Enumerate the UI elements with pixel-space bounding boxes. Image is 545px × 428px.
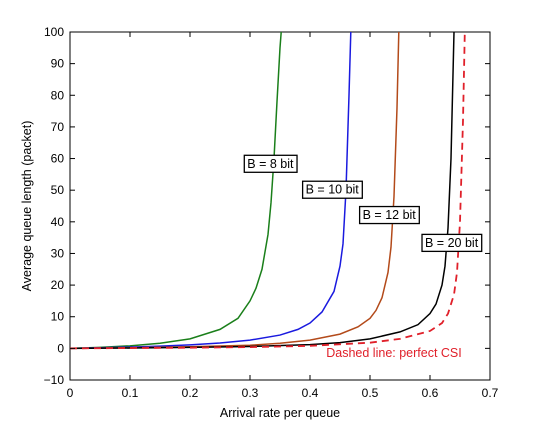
y-tick-label: 50 [51, 183, 65, 197]
x-tick-label: 0.2 [182, 386, 199, 400]
y-tick-label: 90 [51, 57, 65, 71]
y-tick-label: 20 [51, 278, 65, 292]
curve-label-box [243, 154, 298, 173]
x-axis-ticks: 0 0.1 0.2 0.3 0.4 0.5 0.6 0.7 [67, 32, 499, 400]
curve-label-3: B = 12 bit [358, 205, 420, 225]
x-tick-label: 0.6 [422, 386, 439, 400]
y-tick-label: 100 [44, 25, 64, 39]
curve-label-2: B = 10 bit [301, 180, 363, 199]
x-tick-label: 0.3 [242, 386, 259, 400]
curve-label-text: B = 10 bit [306, 183, 360, 197]
y-tick-label: 30 [51, 246, 65, 260]
x-axis-label: Arrival rate per queue [220, 406, 340, 420]
y-tick-label: −10 [44, 373, 65, 387]
dashed-line-note: Dashed line: perfect CSI [326, 346, 462, 360]
curve-label-4: B = 20 bit [421, 233, 483, 253]
series-line-1 [69, 31, 282, 350]
x-tick-label: 0.7 [482, 386, 499, 400]
y-tick-label: 80 [51, 88, 65, 102]
curve-label-text: B = 20 bit [425, 236, 479, 250]
y-tick-label: 10 [51, 310, 65, 324]
y-axis-ticks: −10 0 10 20 30 40 50 60 70 80 90 100 [44, 25, 490, 387]
x-tick-label: 0.4 [302, 386, 319, 400]
curve-label-1: B = 8 bit [243, 154, 298, 173]
y-tick-label: 0 [57, 341, 64, 355]
y-tick-label: 70 [51, 120, 65, 134]
y-axis-label: Average queue length (packet) [20, 121, 34, 292]
y-tick-label: 60 [51, 152, 65, 166]
curve-label-box [421, 233, 483, 253]
curve-label-text: B = 12 bit [363, 208, 417, 222]
curve-label-text: B = 8 bit [247, 157, 294, 171]
x-tick-label: 0 [67, 386, 74, 400]
series-line-2 [69, 31, 352, 350]
y-tick-label: 40 [51, 215, 65, 229]
series-line-5 [69, 31, 466, 350]
curve-label-box [358, 205, 420, 225]
x-tick-label: 0.1 [122, 386, 139, 400]
x-tick-label: 0.5 [362, 386, 379, 400]
plot-area [69, 31, 491, 381]
curve-label-box [301, 180, 363, 199]
